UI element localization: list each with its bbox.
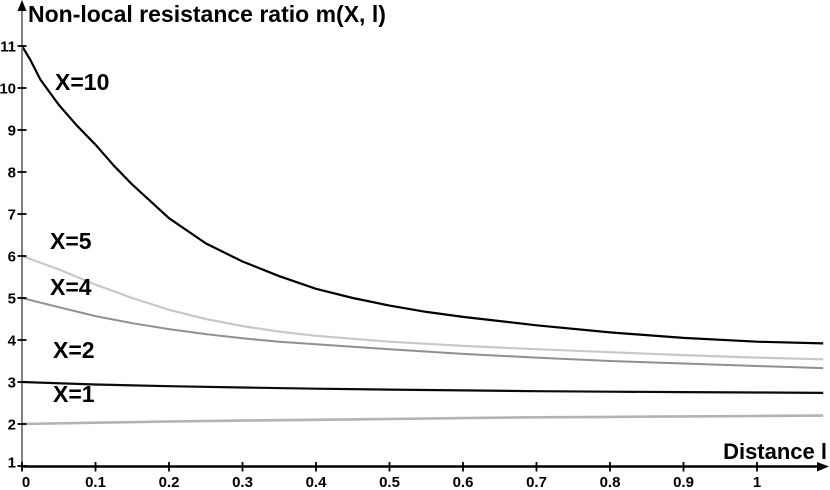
y-tick-label: 1 xyxy=(8,455,16,472)
y-tick-label: 2 xyxy=(8,417,16,434)
y-tick-label: 5 xyxy=(8,291,16,308)
curve-label-x5: X=5 xyxy=(50,228,92,254)
y-tick-label: 8 xyxy=(8,165,16,182)
curve-x1 xyxy=(21,414,824,426)
x-tick-label: 0.8 xyxy=(600,474,621,490)
y-tick-label: 11 xyxy=(0,39,16,56)
y-axis-arrow-icon xyxy=(17,0,27,11)
x-tick-label: 1 xyxy=(753,474,761,490)
x-tick-label: 0.5 xyxy=(379,474,400,490)
x-tick-label: 0.9 xyxy=(673,474,694,490)
curve-x10 xyxy=(21,45,824,345)
x-tick-label: 0 xyxy=(22,474,30,490)
x-tick-label: 0.2 xyxy=(159,474,180,490)
axes-layer xyxy=(17,0,829,472)
x-tick-label: 0.6 xyxy=(453,474,474,490)
curve-label-x10: X=10 xyxy=(55,69,109,95)
curve-x2 xyxy=(21,380,824,394)
x-tick-label: 0.1 xyxy=(85,474,106,490)
curves-layer xyxy=(21,45,824,426)
y-tick-label: 7 xyxy=(8,207,16,224)
curve-label-x4: X=4 xyxy=(50,274,92,300)
x-axis-label: Distance l xyxy=(723,439,827,464)
y-tick-label: 3 xyxy=(8,375,16,392)
chart-title: Non-local resistance ratio m(X, l) xyxy=(28,1,386,27)
curve-labels-layer: X=10 X=5 X=4 X=2 X=1 xyxy=(50,69,109,407)
curve-label-x1: X=1 xyxy=(53,381,95,407)
y-tick-label: 9 xyxy=(8,123,16,140)
curve-label-x2: X=2 xyxy=(53,337,95,363)
y-tick-label: 6 xyxy=(8,249,16,266)
ticks-layer: 1 2 3 4 5 6 7 8 9 10 11 0 0.1 0.2 0.3 0.4 0.5 0.6 0.7 0.8 0.… xyxy=(0,39,761,490)
x-tick-label: 0.3 xyxy=(232,474,253,490)
y-tick-label: 10 xyxy=(0,81,16,98)
x-tick-label: 0.7 xyxy=(526,474,547,490)
curve-x5 xyxy=(21,254,824,361)
x-axis-arrow-icon xyxy=(817,462,829,472)
y-tick-label: 4 xyxy=(8,333,17,350)
x-tick-label: 0.4 xyxy=(306,474,328,490)
curve-x4 xyxy=(21,297,824,370)
